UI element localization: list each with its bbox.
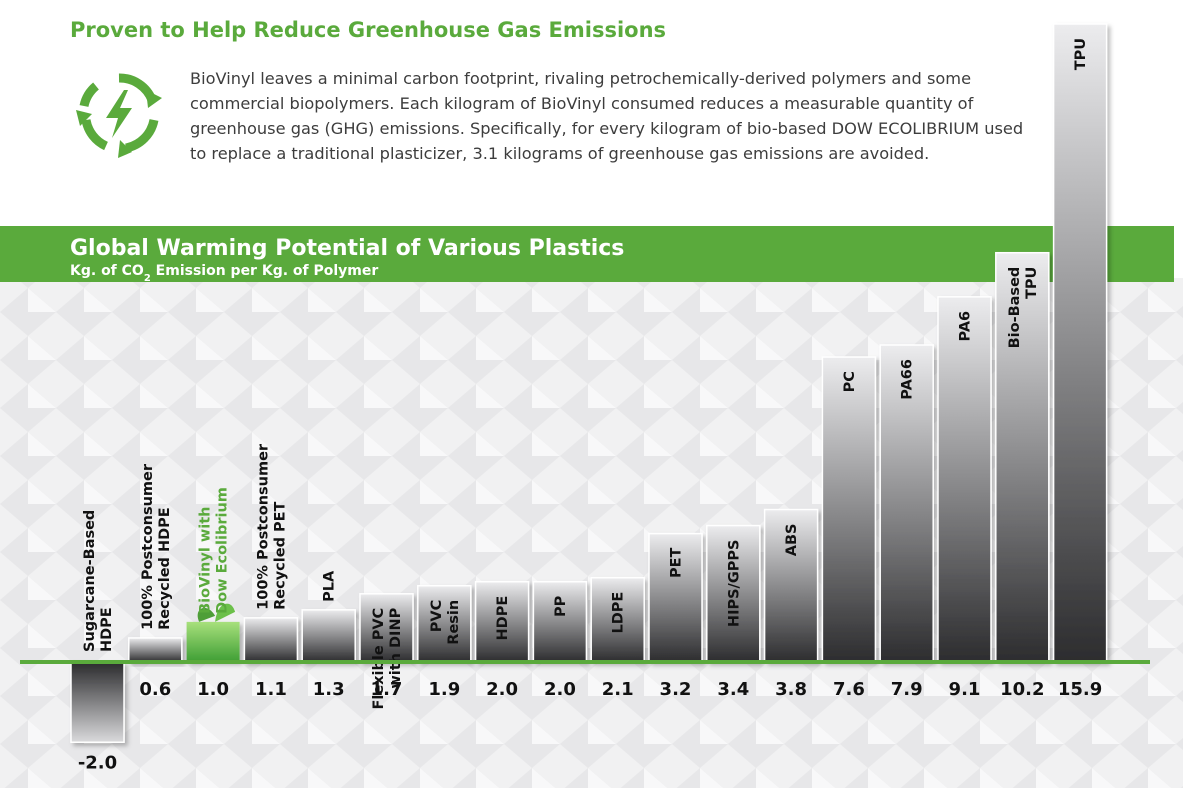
category-label: Flexible PVCwith DINP (371, 607, 404, 709)
category-label-line: TPU (1073, 38, 1089, 70)
category-label-line: HIPS/GPPS (726, 540, 742, 628)
category-label: PP (553, 595, 569, 617)
value-label: 1.9 (428, 679, 460, 700)
category-label: 100% PostconsumerRecycled PET (255, 443, 288, 610)
bar (359, 593, 414, 663)
category-label-line: Resin (446, 600, 462, 645)
leaf-icon (197, 603, 236, 622)
values-layer: -2.0 0.6 1.0 1.1 1.3 1.7 1.9 2.0 2.0 2.1 3.2 3.4 3.8… (78, 679, 1102, 773)
chart-title: Global Warming Potential of Various Plas… (70, 236, 624, 261)
category-label: Bio-BasedTPU (1007, 267, 1040, 349)
category-label-line: HDPE (99, 607, 115, 652)
category-label: HIPS/GPPS (726, 540, 742, 628)
category-label-line: 100% Postconsumer (255, 443, 271, 610)
value-label: 3.8 (775, 679, 807, 700)
category-label: PA6 (958, 311, 974, 342)
category-label: ABS (784, 524, 800, 557)
category-label-line: BioVinyl with (198, 507, 214, 614)
bar (879, 344, 934, 663)
value-label: 2.0 (486, 679, 518, 700)
bar (1052, 23, 1108, 663)
category-label-line: PC (842, 371, 858, 392)
category-label-line: LDPE (611, 592, 627, 634)
category-label: BioVinyl withDow Ecolibrium (198, 487, 231, 614)
category-label: PVCResin (429, 600, 462, 645)
recycle-energy-icon (76, 73, 162, 158)
category-label-line: PA66 (900, 359, 916, 400)
category-label: PLA (322, 570, 338, 602)
category-label-line: Sugarcane-Based (82, 510, 98, 652)
value-label: 1.0 (197, 679, 229, 700)
category-label-line: PA6 (958, 311, 974, 342)
labels-layer: Sugarcane-BasedHDPE 100% PostconsumerRecy… (82, 38, 1089, 710)
chart-title-band (0, 226, 1174, 282)
value-label: 7.6 (833, 679, 865, 700)
bar (590, 576, 645, 663)
category-label: HDPE (495, 596, 511, 641)
category-label: PA66 (900, 359, 916, 400)
value-label: 0.6 (139, 679, 171, 700)
category-label-line: 100% Postconsumer (140, 463, 156, 630)
value-label: 9.1 (949, 679, 981, 700)
intro-paragraph: BioVinyl leaves a minimal carbon footpri… (190, 69, 1024, 163)
category-label-line: Recycled HDPE (157, 507, 173, 630)
category-label: 100% PostconsumerRecycled HDPE (140, 463, 173, 630)
category-label-line: Recycled PET (272, 501, 288, 609)
category-label-line: PLA (322, 570, 338, 602)
bar (128, 637, 183, 663)
value-label: 10.2 (1000, 679, 1044, 700)
bar (474, 580, 530, 663)
page-heading: Proven to Help Reduce Greenhouse Gas Emi… (70, 18, 667, 42)
category-label-line: Flexible PVC (371, 608, 387, 710)
bar (937, 296, 992, 663)
bar (821, 356, 877, 663)
category-label: LDPE (611, 592, 627, 634)
value-label: -2.0 (78, 752, 117, 773)
value-label: 2.1 (602, 679, 634, 700)
bar (706, 524, 761, 663)
category-label-line: PET (669, 548, 685, 579)
value-label: 1.7 (371, 679, 403, 700)
value-label: 2.0 (544, 679, 576, 700)
category-label-line: PVC (429, 600, 445, 633)
category-label: PET (669, 548, 685, 579)
bar (301, 609, 356, 663)
chart-subtitle: Kg. of CO2 Emission per Kg. of Polymer (70, 263, 378, 284)
value-label: 3.4 (717, 679, 749, 700)
category-label-line: Dow Ecolibrium (215, 487, 231, 614)
category-label-line: with DINP (388, 607, 404, 688)
category-label-line: TPU (1024, 267, 1040, 299)
value-label: 1.1 (255, 679, 287, 700)
category-label: TPU (1073, 38, 1089, 70)
bar (186, 621, 240, 662)
value-label: 7.9 (891, 679, 923, 700)
category-label-line: HDPE (495, 596, 511, 641)
category-label-line: ABS (784, 524, 800, 557)
value-label: 15.9 (1058, 679, 1102, 700)
value-label: 1.3 (313, 679, 345, 700)
value-label: 3.2 (660, 679, 692, 700)
category-label-line: PP (553, 595, 569, 617)
bars-layer (70, 23, 1108, 744)
category-label-line: Bio-Based (1007, 267, 1023, 349)
bar (532, 580, 588, 663)
category-label: Sugarcane-BasedHDPE (82, 510, 115, 652)
bar (70, 661, 125, 744)
bar (648, 532, 703, 663)
bar (995, 251, 1050, 663)
category-label: PC (842, 371, 858, 392)
bar (243, 617, 299, 663)
bar (763, 508, 819, 663)
